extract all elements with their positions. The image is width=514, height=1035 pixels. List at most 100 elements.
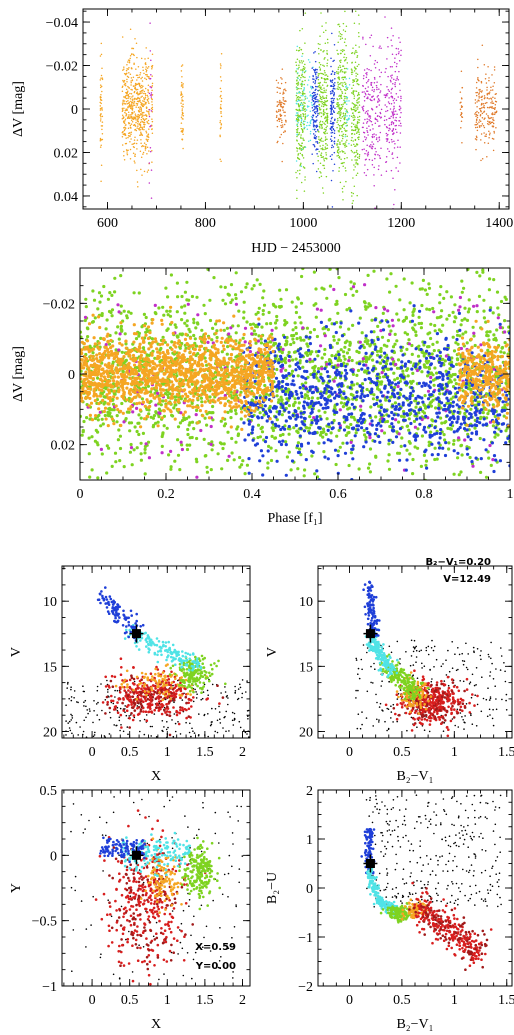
data-point (376, 106, 378, 108)
data-point (339, 35, 342, 38)
data-point (302, 157, 305, 159)
data-point (328, 284, 332, 288)
data-point (461, 105, 464, 108)
data-point (312, 100, 315, 102)
data-point (330, 140, 333, 142)
data-point (444, 504, 447, 507)
data-point (389, 117, 391, 120)
data-point (392, 113, 395, 115)
data-point (479, 90, 481, 93)
data-point (460, 120, 463, 122)
data-point (136, 97, 139, 100)
data-point (332, 127, 334, 130)
data-point (412, 419, 417, 423)
data-point (422, 402, 426, 407)
data-point (138, 85, 141, 87)
data-point (333, 142, 336, 145)
data-point (362, 428, 366, 433)
data-point (478, 436, 482, 441)
data-point (444, 369, 448, 373)
data-point (480, 526, 483, 529)
data-point (245, 320, 249, 324)
data-point (458, 334, 462, 338)
data-point (373, 98, 375, 101)
data-point (141, 145, 144, 147)
data-point (296, 92, 298, 94)
data-point (371, 147, 373, 150)
data-point (152, 414, 156, 418)
data-point (396, 131, 398, 134)
data-point (350, 149, 353, 152)
data-point (378, 69, 381, 71)
data-point (148, 76, 150, 78)
data-point (173, 323, 177, 327)
data-point (353, 169, 355, 171)
data-point (315, 116, 318, 118)
data-point (298, 105, 300, 107)
data-point (399, 132, 402, 134)
data-point (337, 41, 339, 44)
data-point (314, 315, 318, 319)
data-point (353, 95, 356, 97)
data-point (123, 332, 127, 336)
data-point (402, 277, 406, 281)
data-point (337, 356, 341, 360)
data-point (134, 255, 137, 258)
data-point (378, 165, 380, 167)
data-point (399, 122, 402, 125)
data-point (335, 434, 339, 438)
data-point (131, 143, 133, 146)
data-point (495, 328, 499, 332)
data-point (128, 66, 130, 69)
data-point (125, 112, 127, 115)
data-point (474, 126, 477, 129)
data-point (452, 442, 456, 446)
data-point (305, 70, 307, 72)
data-point (302, 75, 304, 78)
data-point (451, 412, 455, 416)
data-point (134, 162, 136, 164)
data-point (302, 69, 304, 72)
data-point (142, 117, 144, 120)
data-point (365, 76, 368, 79)
data-point (276, 91, 279, 93)
data-point (121, 144, 124, 146)
data-point (165, 426, 169, 430)
data-point (491, 112, 494, 114)
data-point (145, 130, 147, 132)
data-point (494, 111, 496, 113)
data-point (219, 87, 222, 90)
data-point (308, 105, 310, 108)
data-point (211, 377, 215, 381)
data-point (312, 87, 314, 89)
data-point (385, 277, 389, 281)
data-point (484, 475, 489, 479)
data-point (388, 102, 391, 105)
data-point (150, 65, 153, 68)
data-point (331, 79, 334, 81)
data-point (340, 103, 343, 106)
data-point (320, 125, 323, 127)
data-point (362, 38, 364, 40)
data-point (497, 427, 501, 431)
data-point (398, 59, 401, 62)
data-point (393, 385, 397, 390)
data-point (336, 88, 338, 90)
data-point (486, 93, 488, 95)
data-point (300, 83, 302, 86)
data-point (379, 125, 381, 127)
data-point (327, 42, 329, 44)
data-point (487, 409, 491, 413)
data-point (480, 139, 482, 141)
data-point (105, 318, 109, 322)
data-point (336, 151, 339, 154)
data-point (333, 73, 336, 76)
data-point (320, 101, 323, 103)
data-point (344, 133, 347, 136)
data-point (349, 451, 353, 455)
data-point (488, 117, 490, 120)
data-point (372, 143, 375, 145)
data-point (390, 169, 393, 172)
data-point (124, 84, 127, 87)
data-point (495, 290, 500, 294)
